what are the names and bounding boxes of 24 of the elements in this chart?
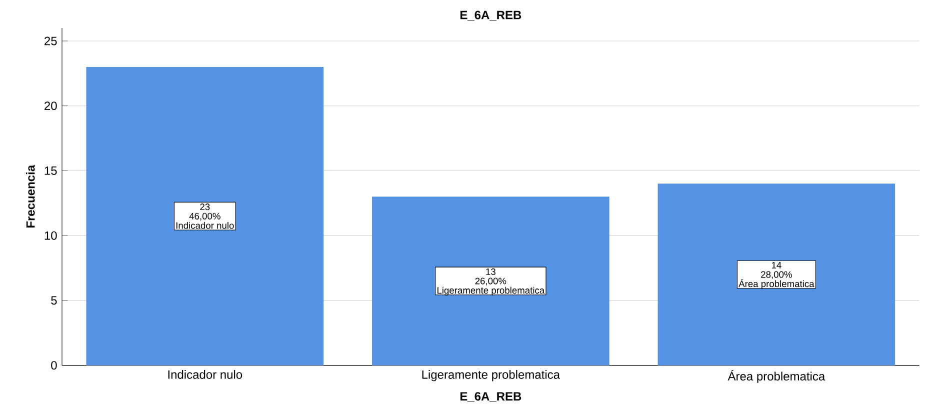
annotation: 28,00% [761, 271, 792, 279]
y-axis-title: Frecuencia [26, 164, 35, 228]
category-label: Indicador nulo [176, 222, 234, 229]
bar [372, 196, 610, 366]
y-tick-label: 15 [44, 166, 57, 175]
category-label: Área problematica [738, 278, 814, 289]
annotation: 26,00% [475, 278, 506, 286]
x-tick-label: Ligeramente problematica [422, 370, 560, 382]
x-tick-label: Indicador nulo [168, 370, 242, 379]
y-tick-label: 0 [51, 361, 57, 370]
category-label: Ligeramente problematica [437, 286, 545, 296]
y-tick-label: 25 [44, 36, 57, 46]
x-axis-title: E_6A_REB [460, 392, 522, 402]
bar [658, 184, 896, 366]
y-tick-label: 10 [44, 231, 57, 240]
chart-title: E_6A_REB [460, 10, 522, 21]
annotation: 46,00% [189, 212, 220, 221]
x-tick-label: Área problematica [728, 370, 826, 383]
data-label: 14 [772, 262, 782, 268]
data-label: 13 [486, 268, 496, 275]
y-tick-label: 20 [44, 102, 57, 110]
data-label: 23 [200, 204, 210, 210]
y-tick-label: 5 [51, 296, 57, 305]
bar [86, 66, 324, 366]
